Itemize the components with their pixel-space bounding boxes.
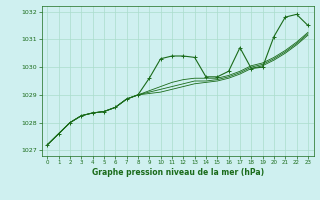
X-axis label: Graphe pression niveau de la mer (hPa): Graphe pression niveau de la mer (hPa) xyxy=(92,168,264,177)
